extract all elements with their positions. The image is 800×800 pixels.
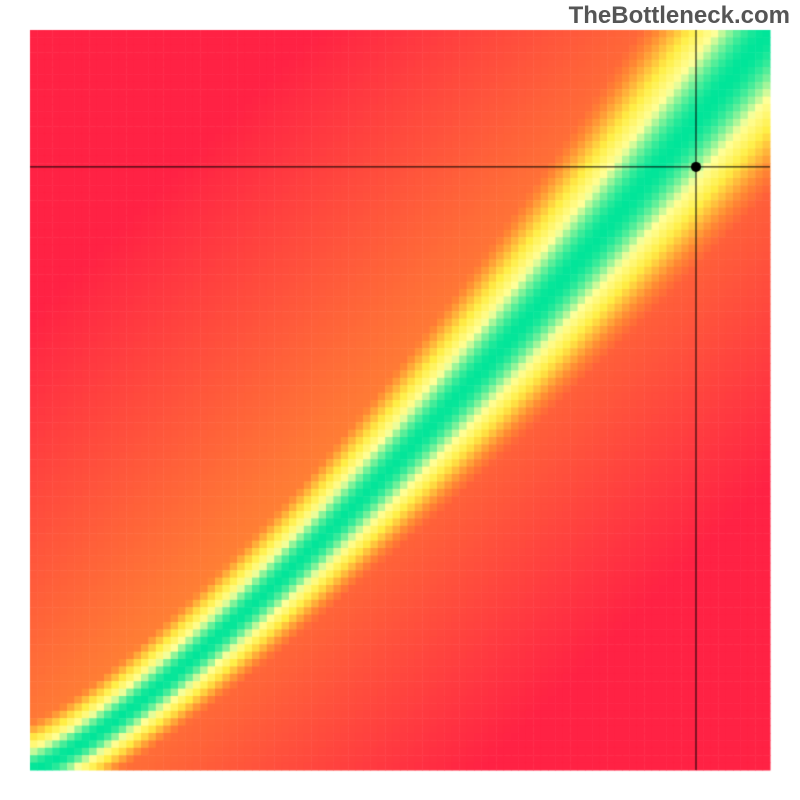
heatmap-canvas (0, 0, 800, 800)
watermark-text: TheBottleneck.com (569, 2, 790, 30)
chart-container: TheBottleneck.com (0, 0, 800, 800)
